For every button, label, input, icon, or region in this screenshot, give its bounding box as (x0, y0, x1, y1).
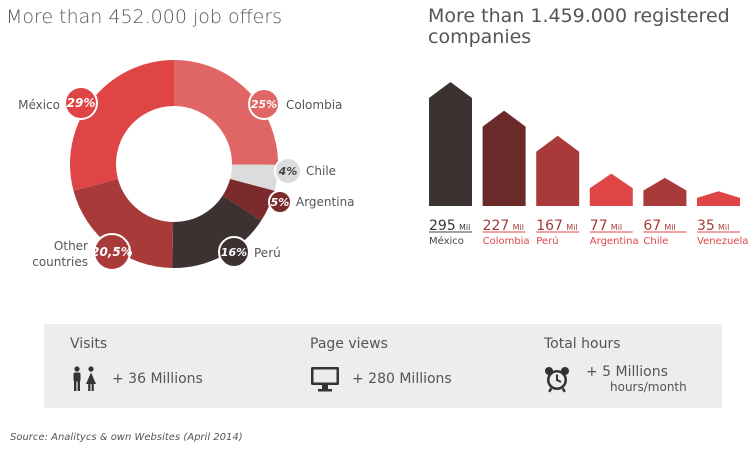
bar-venezuela (697, 191, 740, 206)
pie-badge-mexico (64, 86, 98, 120)
bar-category-colombia: Colombia (483, 236, 530, 247)
pie-slice-argentina (222, 178, 275, 221)
bar-value-venezuela: 35 (697, 218, 715, 234)
pie-slice-peru (172, 195, 262, 268)
pie-value-chile: 4% (278, 165, 298, 178)
pie-badge-peru (218, 236, 250, 268)
pie-badge-other-countries (93, 233, 131, 271)
bar-argentina (589, 173, 633, 206)
stat-pageviews-label: Page views (310, 336, 388, 352)
bar-value-mexico: 295 (429, 218, 456, 234)
bar-mexico (429, 82, 472, 206)
pie-badge-chile (274, 157, 302, 185)
pie-badge-colombia (248, 88, 280, 120)
pie-slice-other-countries (73, 178, 174, 268)
stat-pageviews-value: + 280 Millions (352, 371, 452, 387)
bar-value-chile: 67 (643, 218, 661, 234)
stat-hours-subvalue: hours/month (610, 380, 687, 394)
bar-unit-argentina: Mil (611, 223, 622, 232)
stat-visits-value: + 36 Millions (112, 371, 203, 387)
pie-value-peru: 16% (221, 246, 247, 259)
source-prefix: Source: (10, 432, 48, 443)
pie-value-colombia: 25% (251, 98, 277, 111)
bar-unit-chile: Mil (664, 223, 675, 232)
bar-title: More than 1.459.000 registered companies (428, 5, 730, 48)
pie-label-peru: Perú (254, 246, 281, 260)
pie-value-mexico: 29% (67, 96, 96, 110)
bar-peru (536, 135, 580, 206)
pie-value-argentina: 5% (271, 196, 290, 209)
bar-value-argentina: 77 (590, 218, 608, 234)
pie-slice-colombia (174, 60, 278, 165)
stat-visits-label: Visits (70, 336, 108, 352)
bar-category-venezuela: Venezuela (697, 236, 748, 247)
bar-colombia (482, 110, 526, 206)
pie-label-other-countries: Other (54, 239, 88, 253)
stat-hours-label: Total hours (544, 336, 621, 352)
pie-label-mexico: México (18, 98, 60, 112)
bar-category-peru: Perú (536, 235, 558, 247)
people-icon (73, 366, 96, 391)
pie-badge-argentina (268, 190, 292, 214)
job-offers-donut-chart: 25% Colombia 4% Chile 5% Argentina 16% Perú 20,5… (18, 60, 748, 271)
pie-title: More than 452.000 job offers (6, 6, 283, 28)
bar-value-peru: 167 (536, 218, 563, 234)
bar-chile (643, 177, 687, 206)
bar-value-colombia: 227 (483, 218, 510, 234)
pie-label-other-countries-line2: countries (32, 255, 88, 269)
pie-label-argentina: Argentina (296, 195, 355, 209)
bar-unit-colombia: Mil (513, 223, 524, 232)
pie-label-colombia: Colombia (286, 98, 342, 112)
pie-value-other-countries: 20,5% (91, 245, 133, 259)
stats-panel: Visits + 36 Millions Page views + 280 Mi… (44, 324, 722, 408)
source-text: Analitycs & own Websites (April 2014) (51, 432, 243, 443)
alarm-clock-icon (545, 367, 569, 393)
source-note: Source: Analitycs & own Websites (April … (10, 432, 243, 443)
bar-unit-venezuela: Mil (718, 223, 729, 232)
bar-unit-mexico: Mil (459, 223, 470, 232)
monitor-icon (311, 367, 339, 392)
pie-slice-chile (230, 164, 278, 191)
bar-unit-peru: Mil (566, 223, 577, 232)
pie-label-chile: Chile (306, 164, 336, 178)
bar-category-argentina: Argentina (590, 236, 639, 247)
stat-hours-value: + 5 Millions (586, 364, 668, 380)
bar-category-chile: Chile (643, 236, 668, 247)
bar-category-mexico: México (429, 235, 464, 247)
pie-slice-mexico (70, 60, 174, 191)
